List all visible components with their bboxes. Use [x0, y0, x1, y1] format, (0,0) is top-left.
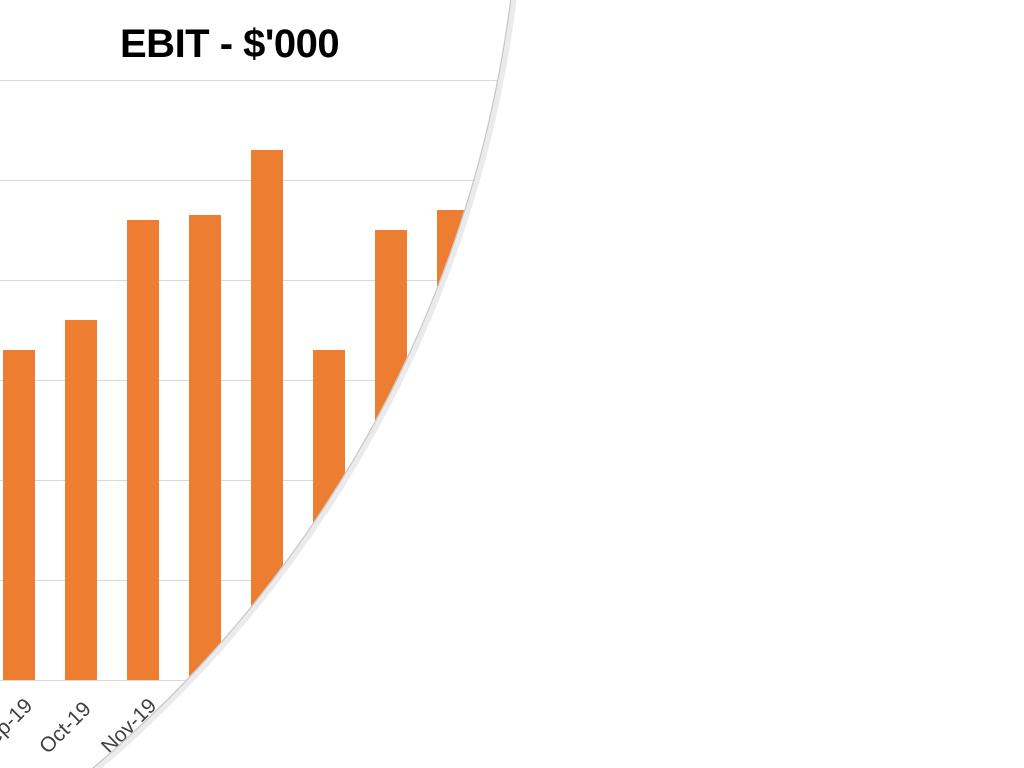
ebit-bar — [3, 350, 35, 680]
ebit-axis-label: Mar-20 — [345, 695, 409, 759]
axis-tick — [543, 555, 544, 561]
ebitda-axis-label: Nov-19 — [620, 569, 666, 615]
gridline — [0, 180, 520, 181]
axis-tick — [935, 555, 936, 561]
legend-label: EBITDA — [858, 182, 912, 199]
ebitda-axis-label: Jan-20 — [732, 571, 776, 615]
ebitda-plot-area — [500, 215, 1024, 555]
ebit-axis-label: Nov-19 — [97, 694, 162, 759]
axis-tick — [879, 555, 880, 561]
ebit-bar — [437, 210, 469, 680]
ebit-title: EBIT - $'000 — [120, 22, 339, 67]
legend-line — [826, 189, 852, 193]
axis-tick — [823, 555, 824, 561]
gridline — [0, 280, 520, 281]
legend-item: COGS — [640, 182, 716, 199]
ebitda-axis-label: Sep-19 — [508, 569, 554, 615]
ebit-chart: EBIT - $'000 Sep-19Oct-19Nov-19Dec-19Jan… — [0, 0, 520, 768]
gridline — [0, 480, 520, 481]
ebitda-axis-label: Apr-20 — [900, 571, 944, 615]
ebit-axis-label: Dec-19 — [159, 694, 224, 759]
legend-label: nue breakdowns — [512, 182, 622, 199]
ebitda-axis-label: Mar-20 — [844, 569, 890, 615]
axis-tick — [599, 555, 600, 561]
ebit-axis-label: Jan-20 — [221, 697, 283, 759]
ebit-plot-area — [0, 80, 520, 680]
gridline — [0, 80, 520, 81]
ebitda-line — [500, 215, 1024, 555]
ebitda-legend: nue breakdowns COGS OPEX EBITDA — [512, 182, 912, 199]
ebit-axis-label: Sep-19 — [0, 694, 38, 759]
ebit-bar — [65, 320, 97, 680]
ebitda-title: EBITDA - $'000 — [575, 138, 765, 170]
ebitda-chart: EBITDA - $'000 nue breakdowns COGS OPEX EBI… — [490, 0, 1024, 768]
ebitda-polyline — [543, 331, 991, 357]
ebitda-axis-label: Dec-19 — [676, 569, 722, 615]
axis-tick — [991, 555, 992, 561]
ebit-bar — [313, 350, 345, 680]
legend-item: nue breakdowns — [512, 182, 622, 199]
ebit-bar — [189, 215, 221, 680]
ebit-bar — [251, 150, 283, 680]
axis-tick — [711, 555, 712, 561]
axis-tick — [655, 555, 656, 561]
axis-tick — [767, 555, 768, 561]
gridline — [0, 580, 520, 581]
ebit-axis-label: Apr-20 — [407, 697, 469, 759]
ebit-axis-label: Oct-19 — [35, 697, 97, 759]
legend-swatch — [640, 185, 666, 197]
legend-label: COGS — [672, 182, 716, 199]
ebitda-axis-label: Feb-20 — [788, 569, 834, 615]
gridline — [0, 680, 520, 681]
legend-item: OPEX — [734, 182, 808, 199]
gridline — [500, 555, 1024, 556]
ebit-axis-label: Feb-20 — [283, 695, 347, 759]
legend-item: EBITDA — [826, 182, 912, 199]
gridline — [0, 380, 520, 381]
ebitda-axis-label: Oct-19 — [564, 571, 608, 615]
ebit-bar — [127, 220, 159, 680]
stage: EBITDA - $'000 nue breakdowns COGS OPEX EBI… — [0, 0, 1024, 768]
legend-label: OPEX — [766, 182, 808, 199]
ebitda-axis-label: May-20 — [956, 568, 1003, 615]
ebit-bar — [375, 230, 407, 680]
legend-swatch — [734, 185, 760, 197]
